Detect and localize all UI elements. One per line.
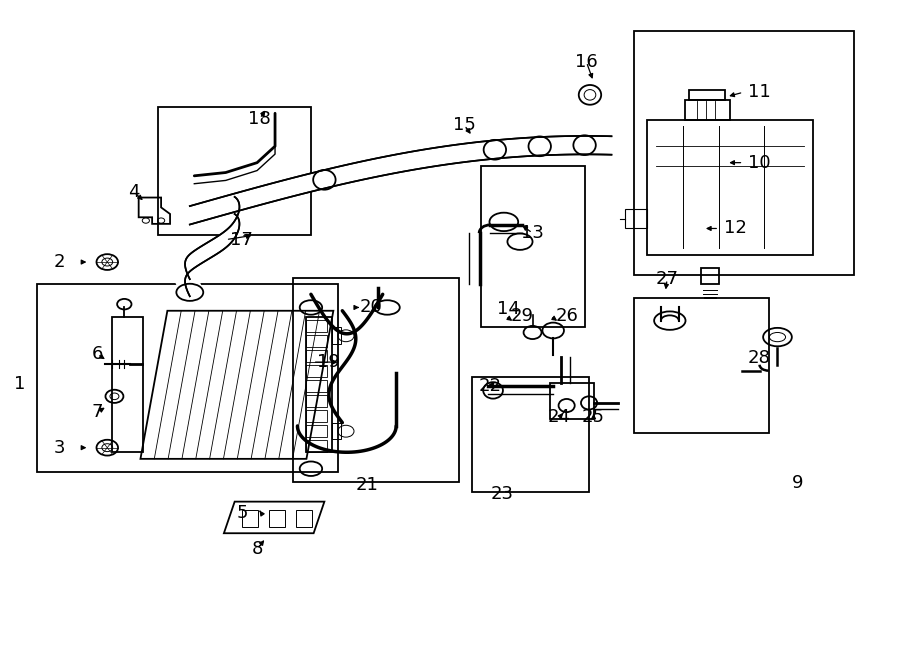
- Bar: [472, 377, 590, 492]
- Bar: [688, 91, 724, 100]
- Text: 21: 21: [356, 476, 379, 494]
- Text: 26: 26: [555, 307, 578, 325]
- Bar: [625, 209, 647, 229]
- Bar: [306, 395, 327, 407]
- Text: 14: 14: [497, 301, 520, 319]
- Text: 8: 8: [251, 540, 263, 558]
- Text: 20: 20: [360, 299, 382, 317]
- Text: 18: 18: [248, 110, 271, 128]
- Bar: [331, 327, 340, 344]
- Text: 3: 3: [54, 439, 66, 457]
- Bar: [701, 268, 719, 284]
- Bar: [634, 31, 854, 274]
- Bar: [306, 379, 327, 392]
- Bar: [306, 365, 327, 377]
- Text: 17: 17: [230, 231, 253, 249]
- Text: 25: 25: [582, 408, 605, 426]
- Text: 12: 12: [724, 219, 747, 237]
- Text: 9: 9: [792, 474, 804, 492]
- Text: 28: 28: [748, 349, 771, 367]
- Text: 23: 23: [491, 485, 514, 503]
- Text: 6: 6: [92, 345, 104, 363]
- Text: 22: 22: [479, 377, 502, 395]
- Text: 15: 15: [453, 116, 476, 134]
- Bar: [293, 278, 459, 482]
- Bar: [269, 510, 285, 527]
- Text: 29: 29: [510, 307, 534, 325]
- Bar: [112, 317, 143, 452]
- Bar: [647, 120, 814, 254]
- Text: 5: 5: [236, 504, 248, 522]
- Bar: [551, 383, 594, 419]
- Bar: [306, 424, 327, 438]
- Bar: [306, 319, 327, 332]
- Bar: [634, 297, 769, 432]
- Text: 7: 7: [92, 403, 104, 421]
- Bar: [306, 317, 331, 452]
- Bar: [158, 106, 310, 235]
- Text: 10: 10: [748, 153, 771, 172]
- Text: 11: 11: [748, 83, 771, 101]
- Bar: [296, 510, 311, 527]
- Bar: [306, 350, 327, 362]
- Text: 19: 19: [318, 353, 340, 371]
- Text: 27: 27: [655, 270, 679, 288]
- PathPatch shape: [190, 136, 611, 225]
- Bar: [482, 166, 585, 327]
- Text: 2: 2: [54, 253, 66, 271]
- Bar: [37, 284, 338, 472]
- Bar: [331, 422, 340, 439]
- Text: 13: 13: [521, 224, 544, 242]
- Bar: [242, 510, 258, 527]
- Text: 24: 24: [548, 408, 571, 426]
- Bar: [306, 334, 327, 347]
- Bar: [306, 440, 327, 452]
- Bar: [685, 100, 730, 120]
- Text: 16: 16: [575, 53, 598, 71]
- Bar: [306, 410, 327, 422]
- Text: 1: 1: [14, 375, 25, 393]
- Text: 4: 4: [129, 183, 140, 201]
